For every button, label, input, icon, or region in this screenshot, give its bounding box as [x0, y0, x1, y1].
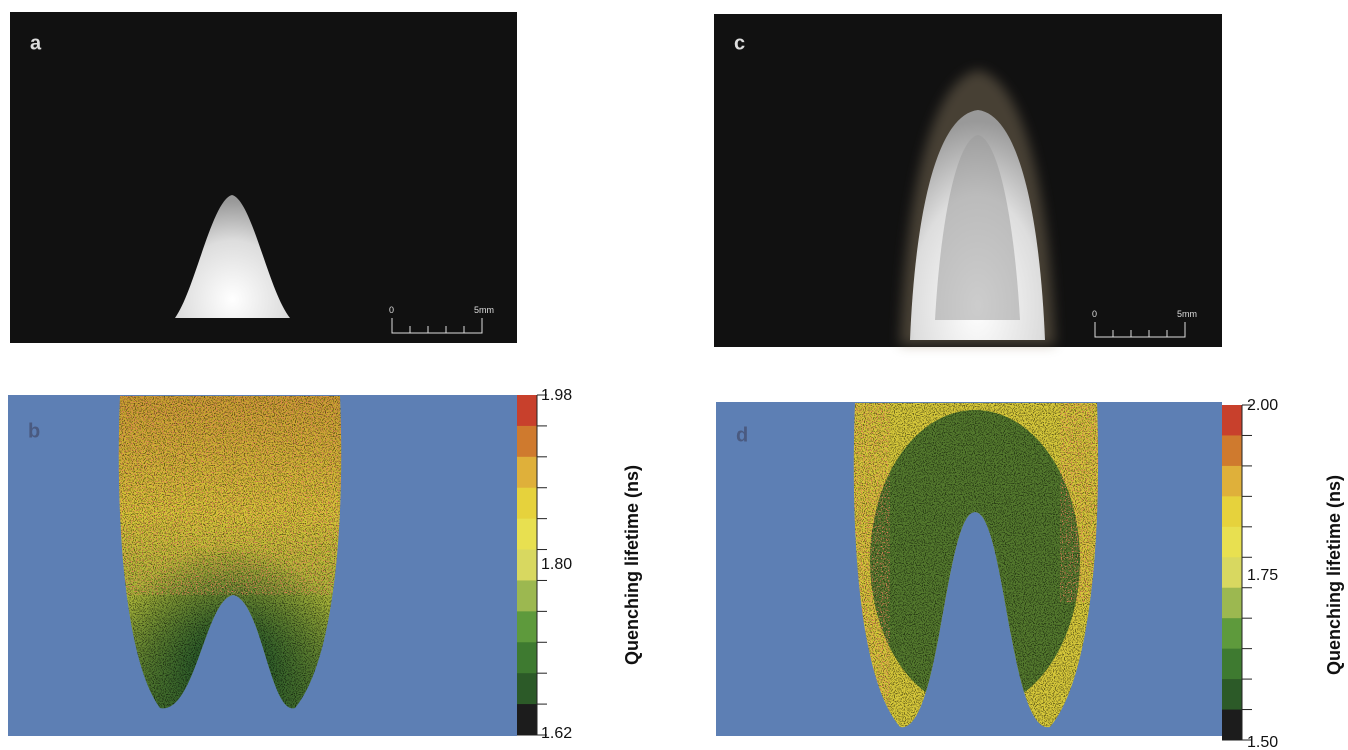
colorbar-title: Quenching lifetime (ns)	[1324, 475, 1344, 675]
colorbar-segment	[1222, 587, 1242, 619]
flame-core	[935, 135, 1020, 320]
colorbar-tick-label: 1.50	[1247, 734, 1278, 750]
flame	[175, 195, 290, 318]
colorbar-segment	[517, 611, 537, 643]
colorbar-tick-label: 1.98	[541, 387, 572, 404]
colorbar-segment	[517, 456, 537, 489]
scale-bar	[1094, 322, 1186, 338]
colorbar-tick-label: 2.00	[1247, 397, 1278, 414]
colorbar-segment	[517, 704, 537, 736]
panel-d: d 2.00 1.75 1.50 Quenching lifetime (ns)	[716, 397, 1344, 750]
colorbar-segment	[517, 642, 537, 674]
colorbar-segment	[517, 580, 537, 612]
colorbar-segment	[517, 425, 537, 458]
scale-start: 0	[1092, 309, 1097, 319]
panel-a: a 0 5mm	[10, 12, 517, 343]
colorbar-segment	[1222, 435, 1242, 467]
scale-bar	[391, 318, 483, 334]
colorbar-segment	[517, 549, 537, 581]
scale-end: 5mm	[1177, 309, 1197, 319]
panel-label: c	[734, 32, 745, 54]
colorbar-tick-label: 1.75	[1247, 567, 1278, 584]
panel-label: d	[736, 424, 748, 446]
colorbar-segment	[1222, 496, 1242, 528]
colorbar-segment	[1222, 618, 1242, 650]
panel-label: b	[28, 420, 40, 442]
colorbar-tick-label: 1.80	[541, 556, 572, 573]
scale-end: 5mm	[474, 305, 494, 315]
colorbar-segment	[517, 518, 537, 551]
colorbar	[517, 394, 547, 736]
colorbar-title: Quenching lifetime (ns)	[622, 465, 642, 665]
colorbar-segment	[1222, 405, 1242, 436]
colorbar-tick-label: 1.62	[541, 725, 572, 742]
colorbar-segment	[1222, 679, 1242, 711]
colorbar-segment	[1222, 648, 1242, 680]
colorbar-segment	[517, 673, 537, 705]
panel-b: b 1.98 1.80 1.62 Quenching lifetime (ns)	[8, 387, 642, 742]
colorbar	[1222, 404, 1252, 741]
colorbar-segment	[1222, 526, 1242, 558]
colorbar-segment	[517, 395, 537, 427]
panel-label: a	[30, 32, 42, 54]
colorbar-segment	[1222, 709, 1242, 741]
colorbar-segment	[1222, 557, 1242, 589]
colorbar-segment	[517, 487, 537, 520]
panel-c: c 0 5mm	[714, 14, 1222, 347]
scale-start: 0	[389, 305, 394, 315]
colorbar-segment	[1222, 465, 1242, 497]
